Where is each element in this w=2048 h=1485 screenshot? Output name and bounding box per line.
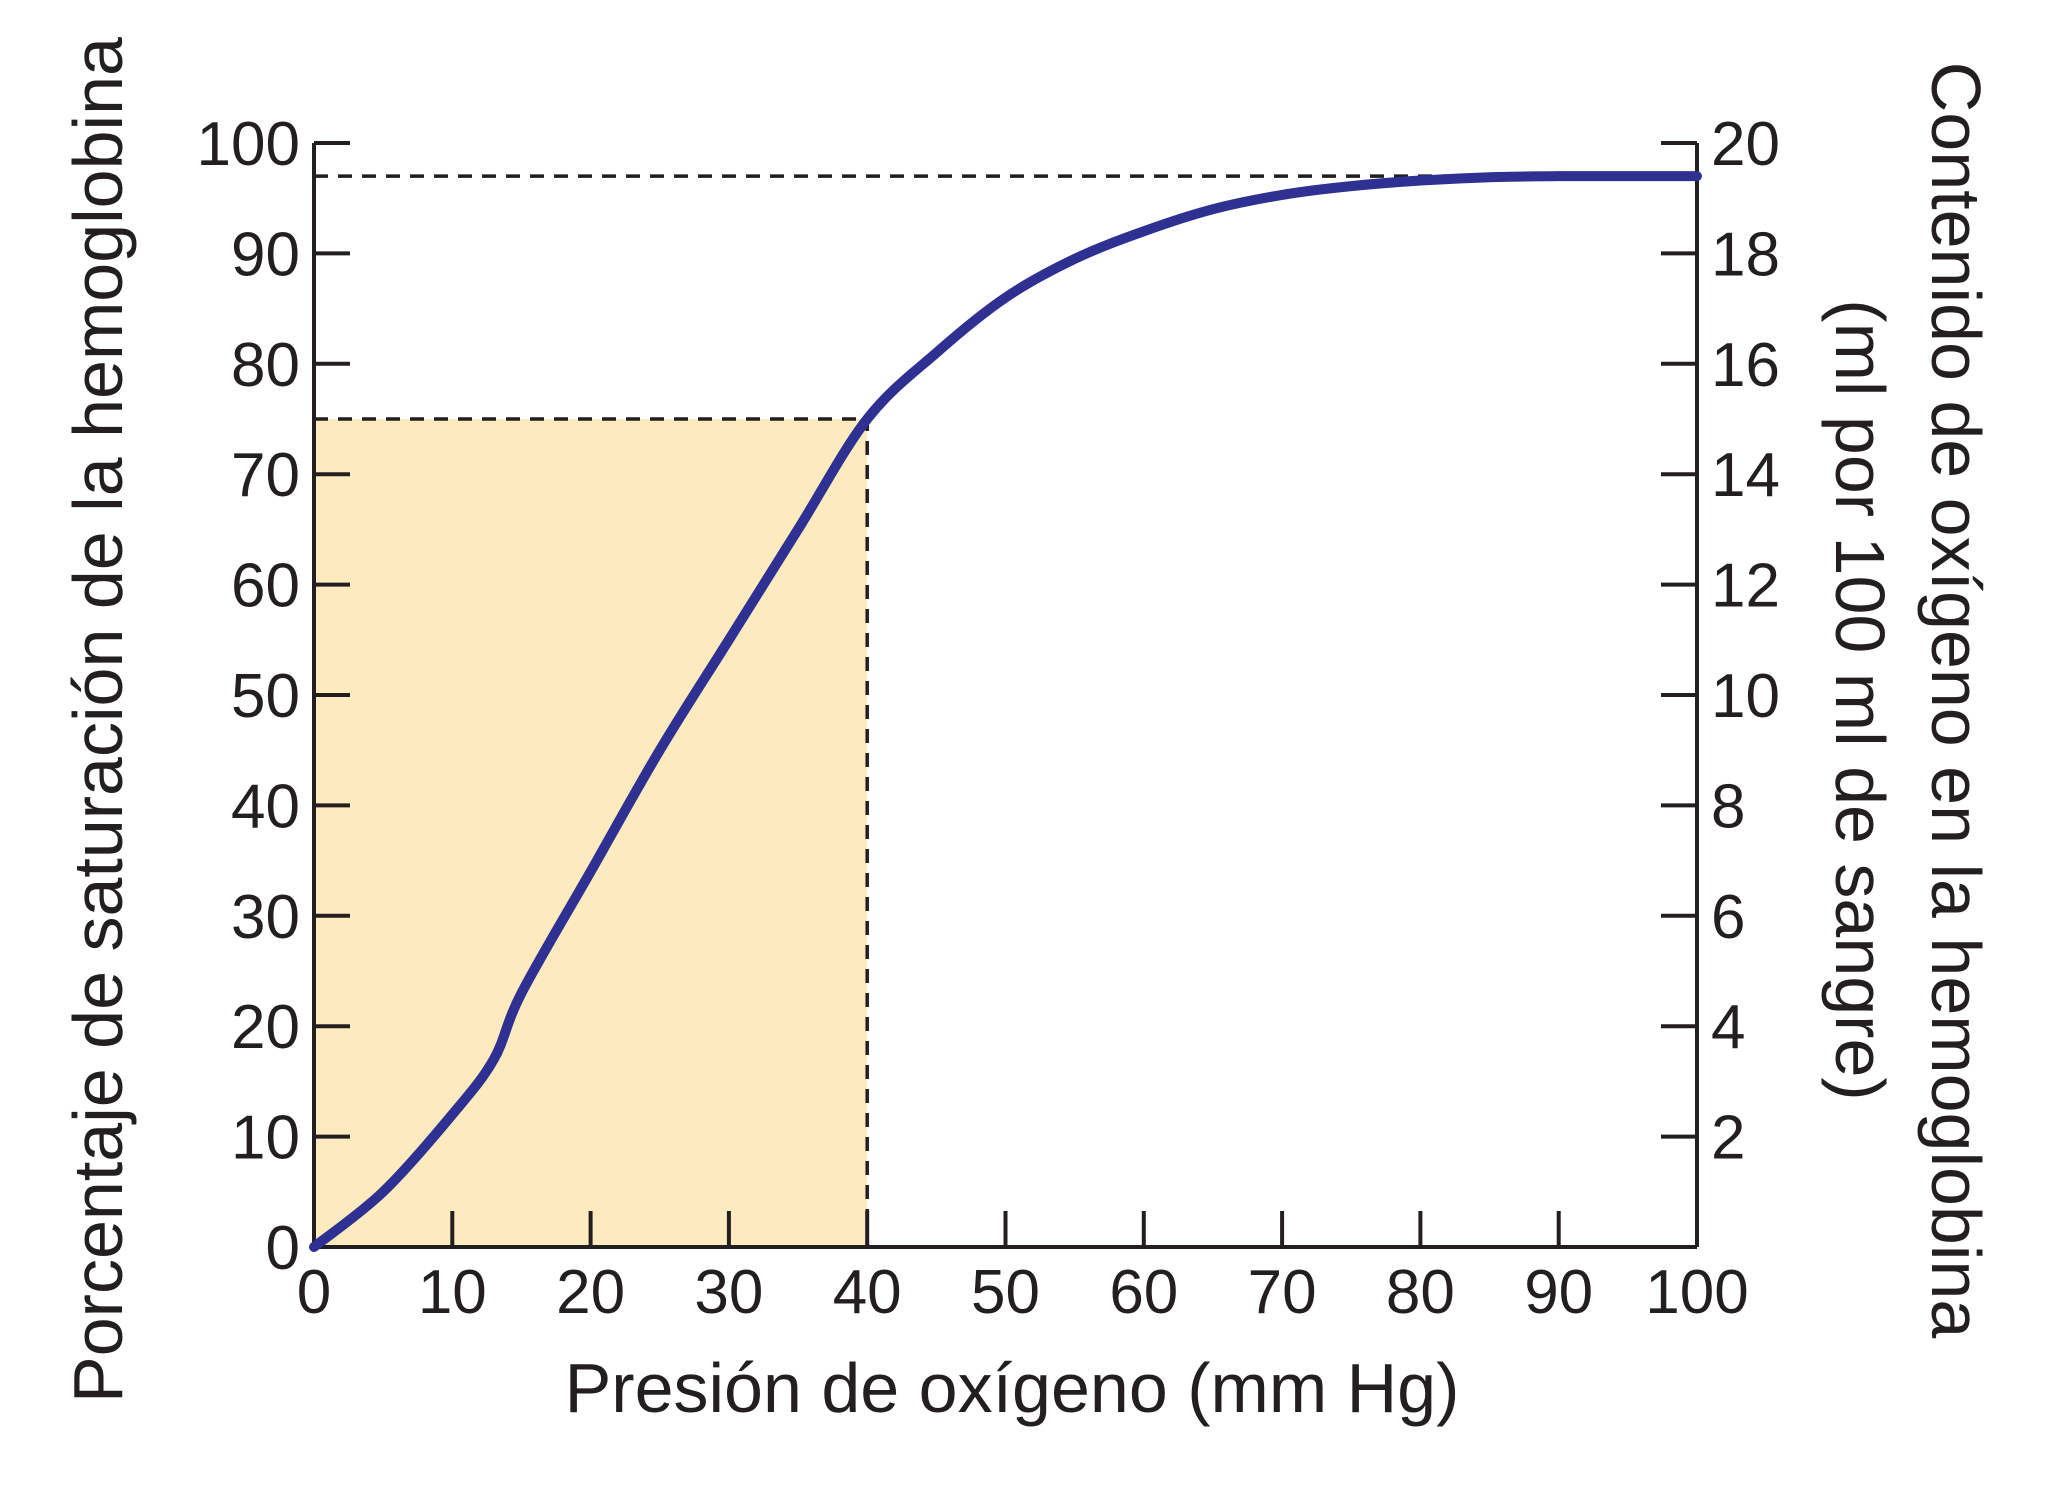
y2-tick-label-6: 6	[1711, 883, 1745, 952]
x-tick-label-50: 50	[971, 1258, 1040, 1327]
x-tick-label-40: 40	[833, 1258, 902, 1327]
y-tick-label-100: 100	[197, 110, 300, 179]
x-tick-label-0: 0	[297, 1258, 331, 1327]
y-tick-label-0: 0	[266, 1214, 300, 1283]
y2-tick-label-2: 2	[1711, 1104, 1745, 1173]
y-tick-label-20: 20	[231, 993, 300, 1062]
axes-layer	[312, 141, 1699, 1249]
y2-tick-label-12: 12	[1711, 552, 1780, 621]
y2-tick-label-10: 10	[1711, 662, 1780, 731]
series-layer	[309, 171, 1702, 1252]
series-line-0	[309, 171, 1702, 1252]
x-axis-title: Presión de oxígeno (mm Hg)	[565, 1349, 1460, 1427]
x-tick-label-10: 10	[418, 1258, 487, 1327]
y-tick-label-70: 70	[231, 441, 300, 510]
y-tick-label-60: 60	[231, 552, 300, 621]
y2-tick-label-18: 18	[1711, 220, 1780, 289]
y2-axis-title-line1: Contenido de oxígeno en la hemoglobina	[1917, 62, 1995, 1339]
y2-tick-label-20: 20	[1711, 110, 1780, 179]
x-tick-label-20: 20	[556, 1258, 625, 1327]
x-tick-label-30: 30	[694, 1258, 763, 1327]
x-tick-label-100: 100	[1645, 1258, 1748, 1327]
x-tick-label-80: 80	[1386, 1258, 1455, 1327]
y2-tick-label-4: 4	[1711, 993, 1745, 1062]
y-tick-label-30: 30	[231, 883, 300, 952]
y-tick-label-50: 50	[231, 662, 300, 731]
y-tick-label-10: 10	[231, 1104, 300, 1173]
y2-tick-label-14: 14	[1711, 441, 1780, 510]
x-tick-label-90: 90	[1524, 1258, 1593, 1327]
y2-tick-label-16: 16	[1711, 331, 1780, 400]
y-tick-label-40: 40	[231, 772, 300, 841]
y2-tick-label-8: 8	[1711, 772, 1745, 841]
x-tick-label-70: 70	[1248, 1258, 1317, 1327]
y-tick-label-80: 80	[231, 331, 300, 400]
y-tick-label-90: 90	[231, 220, 300, 289]
y2-axis-title-line2: (ml por 100 ml de sangre)	[1821, 299, 1899, 1100]
labels-layer: 0 10 20 30 40 50 60 70 80 90 100 2 4 6 8 10 12 14 16 18 20 0 1…	[197, 110, 1780, 1327]
y-axis-title: Porcentaje de saturación de la hemoglobi…	[59, 37, 137, 1403]
x-tick-label-60: 60	[1109, 1258, 1178, 1327]
